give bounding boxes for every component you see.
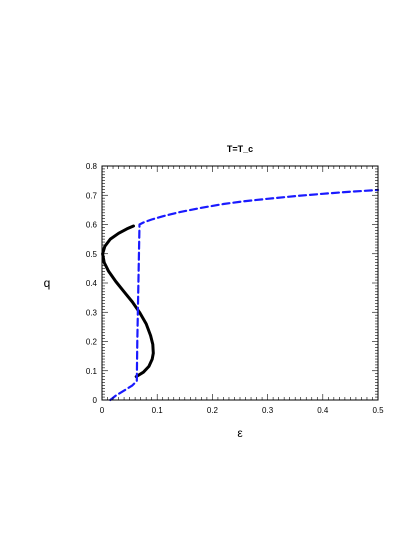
x-tick-label: 0.1 — [152, 406, 164, 415]
x-tick-label: 0.2 — [207, 406, 219, 415]
x-tick-label: 0 — [100, 406, 105, 415]
x-tick-label: 0.4 — [317, 406, 329, 415]
y-tick-label: 0.7 — [86, 191, 98, 200]
y-tick-label: 0.2 — [86, 338, 98, 347]
y-tick-label: 0.6 — [86, 221, 98, 230]
x-axis-label: ε — [237, 426, 243, 440]
ticks-layer: 0 0.1 0.2 0.3 0.4 0.5 0 0.1 0.2 0.3 0.4 0.5 0.6 0.7 0.… — [86, 162, 384, 415]
series-line-dashed — [109, 188, 380, 402]
x-tick-label: 0.3 — [262, 406, 274, 415]
series-line-solid — [101, 224, 155, 379]
y-tick-label: 0.4 — [86, 279, 98, 288]
y-tick-label: 0 — [93, 396, 98, 405]
y-tick-label: 0.1 — [86, 367, 98, 376]
series-layer — [101, 188, 380, 402]
y-tick-label: 0.3 — [86, 308, 98, 317]
y-tick-label: 0.8 — [86, 162, 98, 171]
x-tick-label: 0.5 — [372, 406, 384, 415]
y-tick-label: 0.5 — [86, 250, 98, 259]
y-axis-label: q — [44, 276, 51, 290]
chart-title: T=T_c — [227, 144, 253, 154]
